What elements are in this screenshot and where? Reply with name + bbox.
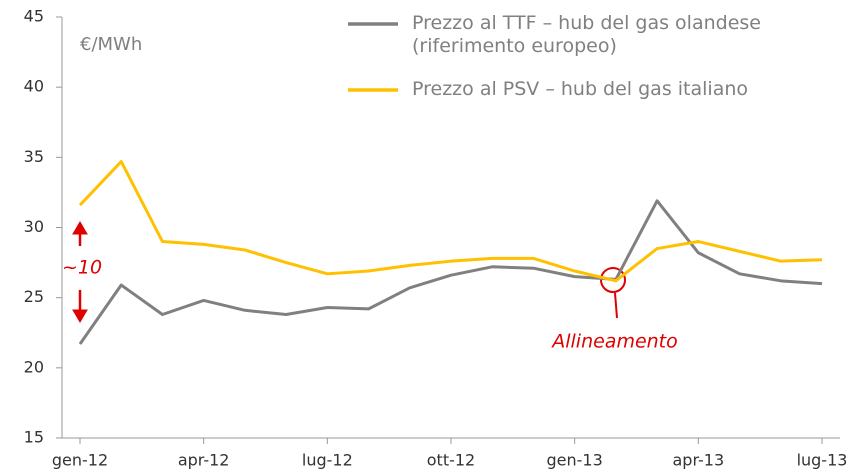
x-tick-label: lug-12	[302, 451, 353, 470]
series-line	[78, 160, 823, 283]
alignment-label: Allineamento	[550, 331, 678, 353]
y-tick-label: 35	[24, 147, 44, 166]
unit-label: €/MWh	[80, 34, 142, 55]
difference-label: ~10	[62, 257, 102, 279]
x-tick-label: apr-13	[673, 451, 725, 470]
y-tick-label: 30	[24, 217, 44, 236]
y-tick-label: 45	[24, 7, 44, 26]
alignment-circle	[600, 267, 626, 293]
difference-arrows	[72, 221, 88, 323]
series-line	[78, 199, 823, 345]
alignment-pointer	[614, 292, 618, 319]
y-tick-label: 25	[24, 287, 44, 306]
x-tick-label: apr-12	[178, 451, 230, 470]
y-tick-label: 40	[24, 77, 44, 96]
legend-label: Prezzo al TTF – hub del gas olandese (ri…	[412, 12, 761, 57]
x-tick-label: gen-12	[52, 451, 108, 470]
x-tick-label: lug-13	[797, 451, 848, 470]
y-tick-label: 15	[24, 428, 44, 447]
y-tick-label: 20	[24, 357, 44, 376]
legend-label: Prezzo al PSV – hub del gas italiano	[412, 78, 749, 100]
x-tick-label: gen-13	[547, 451, 603, 470]
x-tick-label: ott-12	[427, 451, 475, 470]
